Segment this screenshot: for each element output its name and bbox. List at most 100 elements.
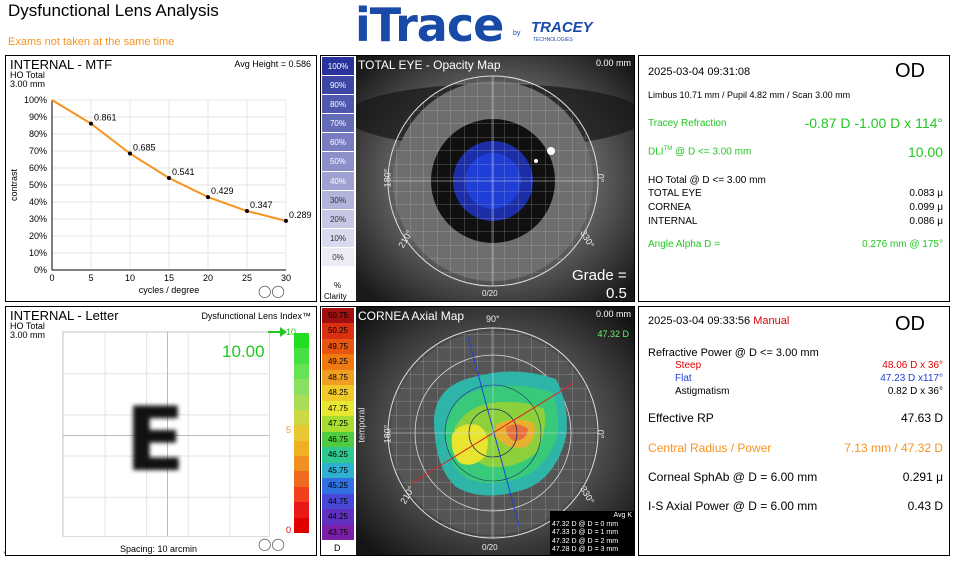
axial-mm: 0.00 mm [595, 309, 631, 319]
axial-map: CORNEA Axial Map 90° 0.00 mm 47.32 D tem… [356, 307, 634, 555]
dli-scale-step [294, 456, 309, 472]
clarity-label: Clarity [324, 292, 347, 301]
flat-value: 47.23 D x117° [880, 373, 943, 384]
mtf-data-label: 0.541 [172, 167, 195, 177]
axial-scale-unit: D [334, 543, 341, 553]
clarity-step: 70% [322, 114, 354, 134]
dli-scale-step [294, 363, 309, 380]
axial-scale: 50.75 50.25 49.75 49.25 48.75 48.25 47.75 47.25… [322, 308, 354, 540]
ho-row-value-2: 0.086 μ [909, 216, 943, 227]
page-title: Dysfunctional Lens Analysis [8, 1, 219, 20]
x-tick-label: 25 [242, 273, 252, 283]
itrace-logo-text: iTrace [355, 0, 504, 52]
cr-value: 7.13 mm / 47.32 D [844, 441, 943, 455]
letter-grid-vline [167, 332, 168, 536]
axial-panel: 50.75 50.25 49.75 49.25 48.75 48.25 47.75 47.25… [320, 306, 635, 556]
cr-label: Central Radius / Power [648, 441, 772, 455]
mtf-data-label: 0.861 [94, 113, 117, 123]
mtf-sub1: HO Total [10, 70, 45, 80]
x-axis-label: cycles / degree [139, 285, 200, 295]
rp-label: Refractive Power @ D <= 3.00 mm [648, 347, 819, 359]
x-tick-label: 15 [164, 273, 174, 283]
x-tick-label: 5 [88, 273, 93, 283]
dli-scale-step [294, 394, 309, 411]
steep-label: Steep [675, 360, 702, 371]
opacity-map: TOTAL EYE - Opacity Map 0.00 mm 180° 0° … [356, 56, 634, 301]
refraction-label: Tracey Refraction [648, 118, 727, 129]
ho-row-value-1: 0.099 μ [909, 202, 943, 213]
x-tick-label: 10 [125, 273, 135, 283]
mtf-avg-height: Avg Height = 0.586 [234, 59, 311, 69]
dli-scale-step [294, 379, 309, 396]
exam-datetime: 2025-03-04 09:31:08 [648, 66, 751, 78]
dli-scale-bot: 0 [286, 525, 292, 535]
logo-by: by [513, 30, 521, 37]
clarity-step: 100% [322, 57, 354, 77]
mtf-sub2: 3.00 mm [10, 79, 46, 89]
exam-info-panel-1: 2025-03-04 09:31:08 OD Limbus 10.71 mm /… [638, 55, 950, 302]
is-value: 0.43 D [907, 499, 943, 513]
avg-k-title: Avg K [613, 512, 632, 519]
ho-total-label: HO Total @ D <= 3.00 mm [648, 175, 766, 186]
erp-value: 47.63 D [900, 411, 943, 425]
clarity-step: 90% [322, 76, 354, 96]
mtf-data-label: 0.347 [250, 200, 273, 210]
dli-color-scale [294, 333, 309, 534]
opacity-deg-bottom: 0/20 [482, 289, 498, 298]
opacity-deg-0: 0° [595, 173, 606, 183]
angle-alpha-value: 0.276 mm @ 175° [862, 239, 943, 250]
mtf-panel: INTERNAL - MTF HO Total 3.00 mm Avg Heig… [5, 55, 317, 302]
y-tick-label: 70% [29, 146, 47, 156]
dli-index-label: Dysfunctional Lens Index™ [201, 311, 311, 321]
avg-k-row-3: 47.28 D @ D = 3 mm [552, 546, 619, 553]
y-tick-label: 90% [29, 112, 47, 122]
dli-scale-step [294, 348, 309, 365]
limbus-info: Limbus 10.71 mm / Pupil 4.82 mm / Scan 3… [648, 90, 851, 100]
dli-scale-step [294, 486, 309, 503]
exam-datetime-2-text: 2025-03-04 09:33:56 [648, 315, 751, 327]
mtf-point [284, 218, 288, 223]
x-tick-label: 20 [203, 273, 213, 283]
axial-scale-step: 45.75 [322, 462, 354, 479]
axial-scale-step: 46.25 [322, 447, 354, 463]
letter-grid: E [62, 331, 270, 537]
dli-scale-top: 10 [286, 327, 297, 337]
letter-panel: INTERNAL - Letter HO Total 3.00 mm Dysfu… [5, 306, 317, 556]
mtf-point [245, 209, 249, 214]
y-tick-label: 0% [34, 265, 47, 275]
letter-sub1: HO Total [10, 321, 45, 331]
avg-k-row-2: 47.32 D @ D = 2 mm [552, 537, 619, 545]
dli-arrow-head [280, 327, 287, 337]
dli-value: 10.00 [222, 342, 265, 361]
y-tick-label: 100% [24, 95, 47, 105]
manual-label: Manual [753, 315, 790, 327]
axial-left-label: temporal [356, 407, 367, 443]
grade-label: Grade = [572, 267, 627, 284]
mtf-point [206, 195, 210, 200]
axial-top-value: 47.32 D [597, 329, 629, 339]
axial-scale-step: 47.75 [322, 400, 354, 417]
y-tick-label: 80% [29, 129, 47, 139]
axial-scale-step: 44.25 [322, 509, 354, 525]
clarity-step: 60% [322, 133, 354, 153]
glasses-icon: ◯◯ [258, 537, 285, 551]
opacity-title: TOTAL EYE - Opacity Map [358, 58, 501, 72]
sphab-value: 0.291 μ [902, 470, 943, 484]
is-label: I-S Axial Power @ D = 6.00 mm [648, 499, 818, 513]
clarity-scale: 100% 90% 80% 70% 60% 50% 40% 30% 20% 10% 0% [322, 57, 354, 267]
y-axis-label: contrast [9, 168, 19, 201]
axial-scale-step: 45.25 [322, 478, 354, 494]
mtf-chart: 0% 10% 20% 30% 40% 50% 60% 70% 80% 90% 100% 0 5 10 15 2… [9, 95, 312, 295]
avg-k-box: Avg K 47.32 D @ D = 0 mm 47.33 D @ D = 1… [550, 511, 634, 555]
axial-deg-0: 0° [595, 429, 606, 439]
tracey-brand: TRACEY [531, 19, 593, 36]
y-tick-label: 10% [29, 248, 47, 258]
axial-scale-step: 43.75 [322, 524, 354, 540]
axial-scale-step: 47.25 [322, 416, 354, 432]
letter-grid-hline [63, 435, 269, 436]
dli-scale-mid: 5 [286, 425, 292, 435]
clarity-step: 0% [322, 247, 354, 267]
refraction-value: -0.87 D -1.00 D x 114° [804, 115, 943, 131]
y-tick-label: 60% [29, 163, 47, 173]
y-tick-label: 30% [29, 214, 47, 224]
